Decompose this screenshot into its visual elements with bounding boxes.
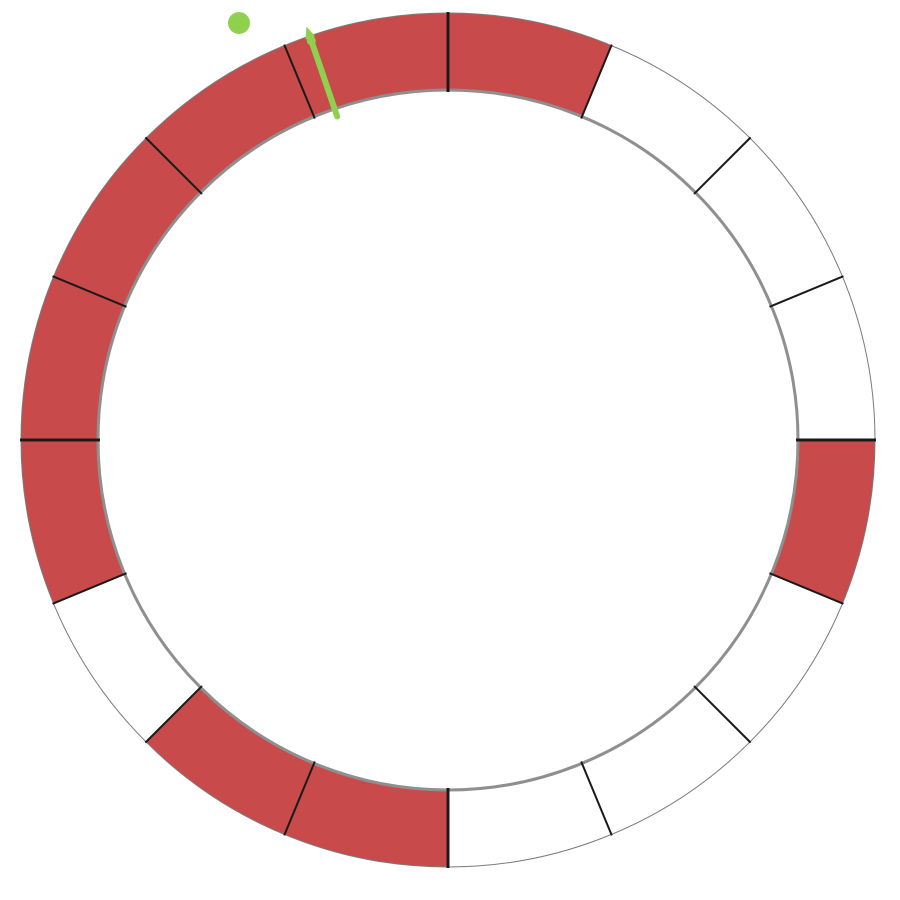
segment-divider-14 [144,136,203,195]
filled-segment-11 [21,440,125,604]
segment-divider-13 [52,275,127,308]
pointer-handle-dot[interactable] [228,12,250,34]
segment-divider-5 [769,572,844,605]
filled-segment-9 [146,687,315,835]
segment-divider-1 [580,44,613,119]
pointer-needle[interactable] [306,31,341,120]
segment-divider-15 [283,44,316,119]
filled-segment-4 [771,440,875,604]
pointer-tip-icon [305,26,316,40]
segment-divider-2 [693,136,752,195]
segment-divider-11 [52,572,127,605]
segment-divider-10 [144,685,203,744]
segment-divider-9 [283,761,316,836]
filled-segment-14 [146,45,315,193]
segment-divider-6 [693,685,752,744]
pointer-joint-dot [306,36,316,46]
dividers-layer [20,12,876,868]
inner-ring-edge [96,88,800,792]
pointer[interactable] [228,12,341,120]
segment-divider-3 [769,275,844,308]
filled-segment-13 [53,138,201,307]
filled-segment-8 [284,763,448,867]
segment-divider-7 [580,761,613,836]
filled-segment-0 [448,13,612,117]
filled-segment-12 [21,276,125,440]
